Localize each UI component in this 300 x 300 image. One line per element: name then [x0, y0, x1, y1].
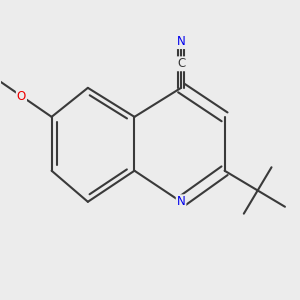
Text: N: N [177, 35, 185, 48]
Text: N: N [177, 195, 185, 208]
Text: C: C [177, 57, 185, 70]
Text: O: O [17, 90, 26, 103]
